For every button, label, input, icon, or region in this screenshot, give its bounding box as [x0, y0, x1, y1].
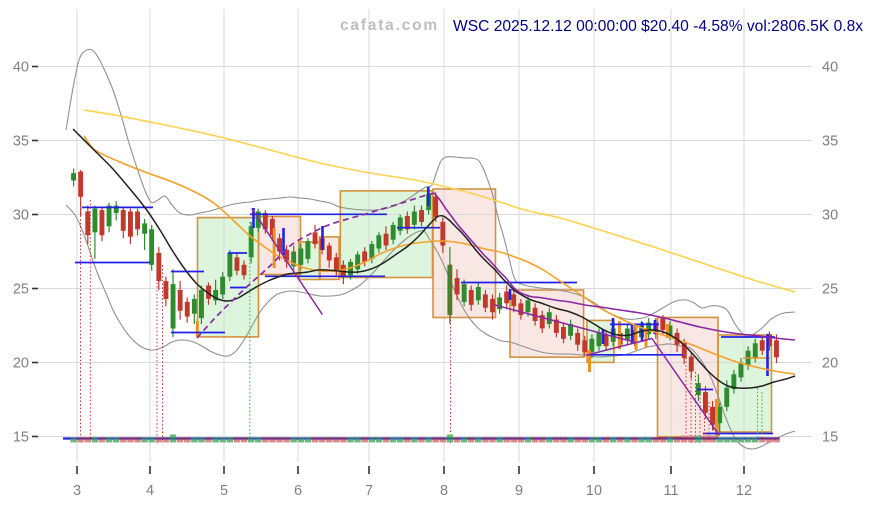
svg-text:15: 15: [13, 430, 29, 446]
svg-text:11: 11: [663, 483, 678, 499]
svg-text:9: 9: [515, 483, 523, 499]
svg-text:30: 30: [13, 208, 29, 224]
svg-text:25: 25: [13, 282, 29, 298]
svg-text:WSC 2025.12.12 00:00:00 $20.40: WSC 2025.12.12 00:00:00 $20.40 -4.58% vo…: [453, 18, 863, 35]
svg-text:6: 6: [294, 483, 302, 499]
svg-text:35: 35: [822, 134, 838, 150]
svg-text:25: 25: [822, 282, 838, 298]
svg-text:3: 3: [73, 483, 81, 499]
svg-text:12: 12: [736, 483, 752, 499]
svg-text:30: 30: [822, 208, 838, 224]
svg-text:20: 20: [13, 356, 29, 372]
svg-text:20: 20: [822, 356, 838, 372]
svg-text:40: 40: [822, 60, 838, 76]
svg-text:10: 10: [586, 483, 602, 499]
svg-text:4: 4: [146, 483, 154, 499]
svg-text:8: 8: [440, 483, 448, 499]
svg-text:35: 35: [13, 134, 29, 150]
svg-text:7: 7: [365, 483, 373, 499]
svg-text:40: 40: [13, 60, 29, 76]
svg-text:15: 15: [822, 430, 838, 446]
svg-text:cafata.com: cafata.com: [340, 17, 439, 34]
svg-text:5: 5: [220, 483, 228, 499]
